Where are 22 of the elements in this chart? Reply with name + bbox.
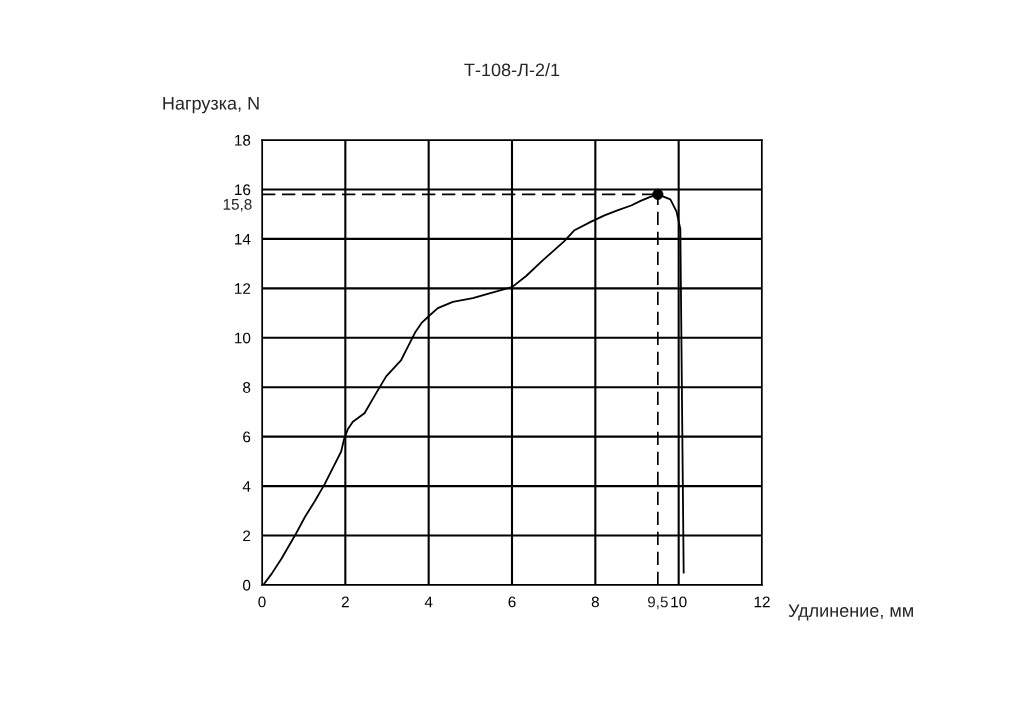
y-tick-label: 8 bbox=[243, 382, 251, 393]
y-tick-label: 16 bbox=[235, 184, 251, 196]
y-tick-label: 0 bbox=[242, 579, 251, 591]
x-tick-label: 6 bbox=[508, 596, 516, 608]
y-axis-title: Нагрузка, N bbox=[163, 97, 259, 114]
x-tick-label: 10 bbox=[671, 596, 687, 608]
y-tick-label: 10 bbox=[235, 332, 251, 344]
x-tick-label: 8 bbox=[591, 596, 599, 608]
y-tick-label: 12 bbox=[235, 283, 251, 294]
chart-title: Т-108-Л-2/1 bbox=[464, 63, 560, 77]
x-tick-label: 2 bbox=[341, 596, 349, 608]
ref-line-label: 9,5 bbox=[647, 596, 668, 610]
y-tick-label: 2 bbox=[243, 530, 251, 542]
y-tick-label: 6 bbox=[243, 431, 251, 443]
y-tick-label: 4 bbox=[242, 481, 251, 492]
x-axis-title: Удлинение, мм bbox=[788, 604, 913, 621]
x-tick-label: 0 bbox=[258, 596, 266, 608]
x-tick-label: 12 bbox=[754, 596, 770, 608]
ref-line-label: 15,8 bbox=[223, 198, 252, 212]
x-tick-label: 4 bbox=[424, 596, 433, 608]
y-tick-label: 18 bbox=[235, 134, 251, 146]
y-tick-label: 14 bbox=[235, 233, 251, 245]
